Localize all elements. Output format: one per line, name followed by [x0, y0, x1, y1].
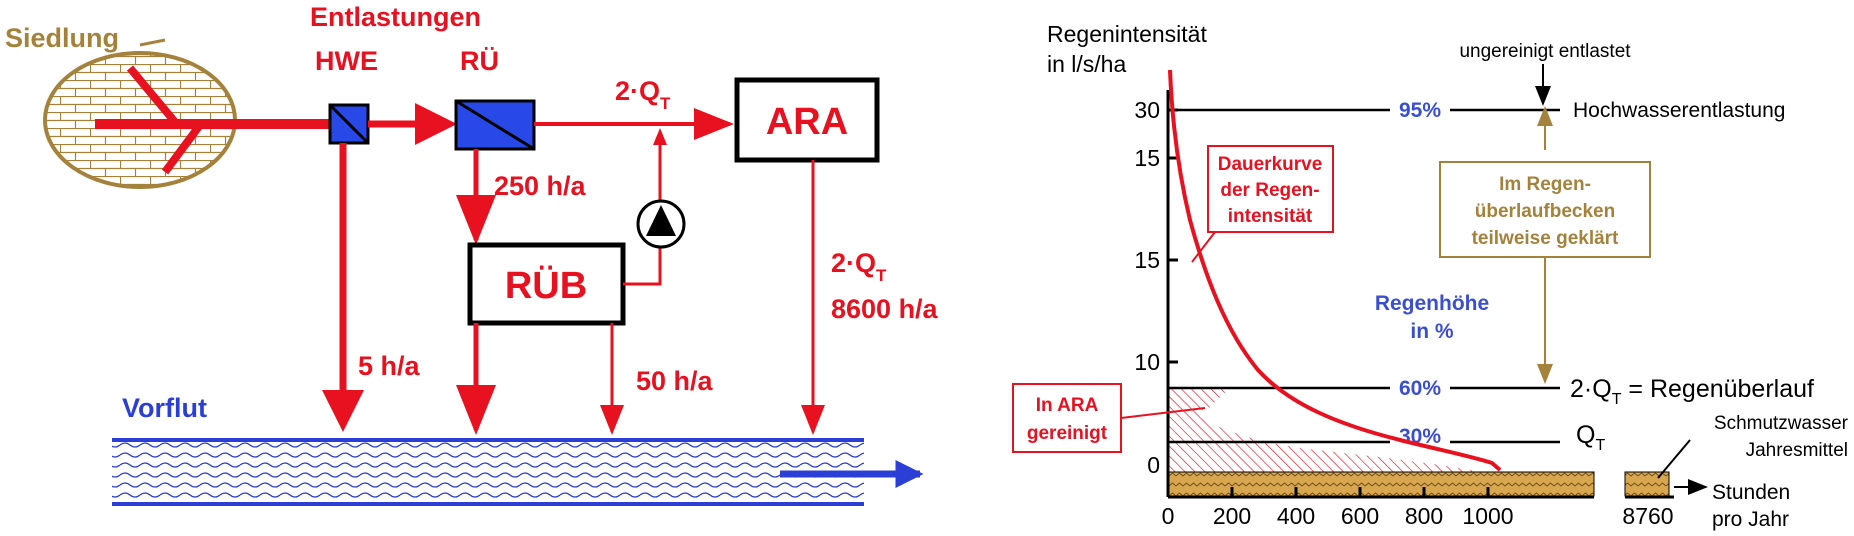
ara-box — [734, 77, 880, 163]
y-tick-label-2: 15 — [1134, 247, 1160, 273]
regenhoehe-label-1: Regenhöhe — [1375, 292, 1489, 315]
rub-info-label-2: überlaufbecken — [1475, 201, 1615, 222]
ru-label: RÜ — [460, 46, 499, 76]
schmutzwasser-label-1: Schmutzwasser — [1714, 413, 1849, 434]
x-axis-label-2: pro Jahr — [1712, 508, 1789, 531]
rub-box — [467, 242, 626, 326]
h250-label: 250 h/a — [494, 171, 587, 201]
settlement-pipe-upper — [126, 65, 179, 125]
x-axis-label-1: Stunden — [1712, 481, 1790, 504]
return-arrowhead — [653, 128, 667, 145]
y-tick-label-0: 30 — [1134, 97, 1160, 123]
ara-label: ARA — [766, 101, 848, 143]
x-tick-label-1000: 1000 — [1462, 503, 1513, 529]
hwe-box-diagonal — [328, 103, 370, 145]
schmutzwasser-label-2: Jahresmittel — [1746, 440, 1848, 461]
h8600-label: 8600 h/a — [831, 294, 939, 324]
hwe-label: HWE — [315, 46, 378, 76]
settlement-pointer-line — [139, 38, 166, 47]
river-water — [112, 440, 864, 504]
x-tick-label-400: 400 — [1277, 503, 1315, 529]
rain-intensity-chart: Regenintensität in l/s/ha 30 15 15 10 0 … — [1012, 21, 1849, 531]
duration-curve — [1168, 69, 1502, 472]
ara-info-label-1: In ARA — [1036, 395, 1099, 416]
rub-label: RÜB — [505, 264, 587, 307]
dauerkurve-pointer — [1191, 231, 1216, 263]
y-tick-label-1: 15 — [1134, 145, 1160, 171]
settlement-pipe-lower — [161, 122, 204, 175]
vorflut-label: Vorflut — [122, 393, 207, 423]
pct-60-label: 60% — [1399, 377, 1441, 400]
settlement-label: Siedlung — [5, 23, 119, 53]
dry-weather-strip — [1167, 471, 1595, 497]
x-tick-label-800: 800 — [1405, 503, 1443, 529]
schmutzwasser-pointer — [1657, 439, 1691, 479]
rub-info-box — [1439, 161, 1651, 258]
dauerkurve-label-1: Dauerkurve — [1218, 154, 1323, 175]
x-tick-label-8760: 8760 — [1622, 503, 1673, 529]
regenueberlauf-label: 2·QT = Regenüberlauf — [1570, 375, 1814, 408]
sewer-system-diagram: Siedlung Entlastungen HWE RÜ 2·QT ARA 25… — [5, 2, 939, 506]
ru-box-diagonal — [455, 99, 535, 151]
ara-2qt-label: 2·QT — [831, 248, 887, 285]
flow-2qt-label: 2·QT — [615, 76, 671, 113]
rub-info-label-3: teilweise geklärt — [1472, 228, 1619, 249]
h50-label: 50 h/a — [636, 366, 714, 396]
ara-info-pointer — [1120, 407, 1206, 419]
pump-triangle — [646, 205, 676, 236]
dauerkurve-label-2: der Regen- — [1220, 180, 1319, 201]
pct-95-label: 95% — [1399, 99, 1441, 122]
ungereinigt-label: ungereinigt entlastet — [1459, 41, 1631, 62]
regenhoehe-label-2: in % — [1410, 320, 1453, 343]
ara-info-box — [1012, 383, 1122, 453]
y-axis-label-1: Regenintensität — [1047, 21, 1207, 47]
x-tick-label-0: 0 — [1162, 503, 1175, 529]
ara-info-label-2: gereinigt — [1027, 423, 1108, 444]
x-tick-label-600: 600 — [1341, 503, 1379, 529]
x-ticks: 0 200 400 600 800 1000 — [1162, 487, 1514, 529]
qt-label: QT — [1576, 421, 1605, 454]
dauerkurve-label-3: intensität — [1228, 206, 1313, 227]
ara-treated-area-top — [1168, 388, 1230, 410]
y-axis-label-2: in l/s/ha — [1047, 51, 1126, 77]
h5-label: 5 h/a — [358, 351, 421, 381]
y-tick-label-4: 0 — [1147, 452, 1160, 478]
ara-treated-area — [1168, 388, 1488, 473]
y-tick-label-3: 10 — [1134, 349, 1160, 375]
dauerkurve-box — [1207, 145, 1334, 233]
x-tick-label-200: 200 — [1213, 503, 1251, 529]
hochwasser-label: Hochwasserentlastung — [1573, 99, 1785, 122]
rub-info-label-1: Im Regen- — [1499, 174, 1591, 195]
rub-return-line — [623, 135, 662, 286]
entlastungen-label: Entlastungen — [310, 2, 481, 32]
dry-weather-strip-end — [1624, 471, 1670, 497]
